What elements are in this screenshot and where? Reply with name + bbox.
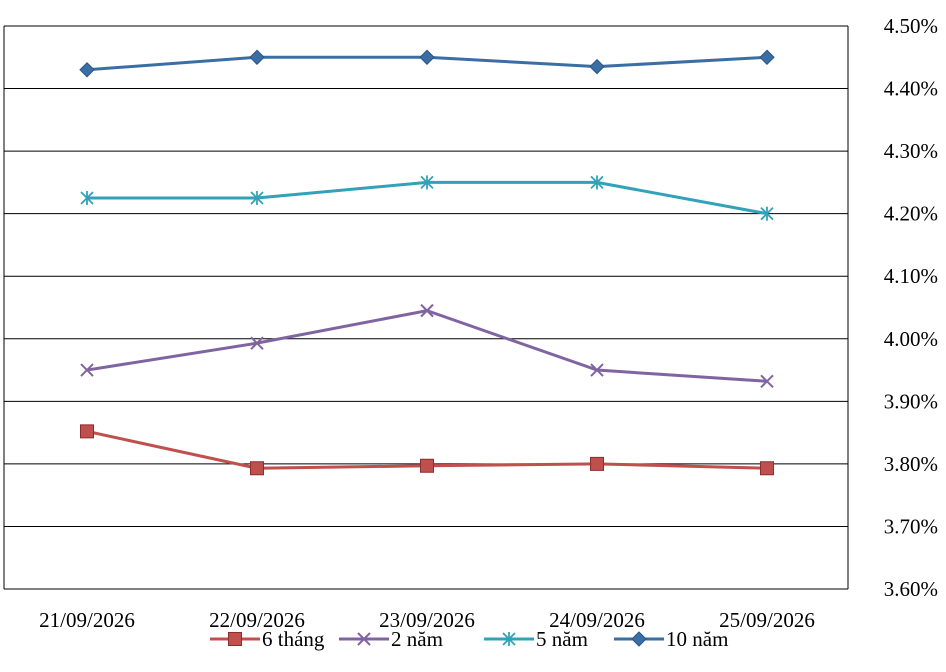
data-point [590, 175, 604, 190]
legend-item: 10 năm [614, 627, 728, 651]
data-point [250, 191, 264, 206]
series-0 [80, 424, 774, 476]
y-tick-label: 4.50% [884, 14, 938, 38]
data-point [590, 363, 604, 377]
legend-label: 2 năm [391, 627, 443, 651]
data-point [419, 49, 435, 65]
data-point [760, 374, 774, 389]
data-point [79, 62, 95, 78]
series-1 [80, 303, 774, 389]
data-point [249, 49, 265, 65]
legend: 6 tháng 2 năm 5 năm 10 năm [210, 627, 728, 651]
legend-marker [228, 632, 242, 646]
data-point [80, 424, 94, 439]
data-point [80, 363, 94, 377]
x-axis-tick-labels: 21/09/2026 22/09/2026 23/09/2026 24/09/2026… [39, 608, 815, 632]
y-tick-label: 4.20% [884, 202, 938, 226]
x-tick-label: 22/09/2026 [209, 608, 305, 632]
y-tick-label: 3.90% [884, 389, 938, 413]
y-tick-label: 4.30% [884, 139, 938, 163]
x-tick-label: 23/09/2026 [379, 608, 475, 632]
data-point [80, 191, 94, 206]
data-point [760, 206, 774, 221]
y-tick-label: 4.10% [884, 264, 938, 288]
data-point [589, 58, 605, 75]
data-point [250, 336, 264, 350]
data-point [420, 175, 434, 190]
legend-label: 5 năm [536, 627, 588, 651]
data-point [760, 461, 774, 476]
legend-marker [502, 632, 516, 646]
series-2 [80, 175, 774, 221]
x-tick-label: 24/09/2026 [549, 608, 645, 632]
data-point [250, 461, 264, 476]
x-tick-label: 21/09/2026 [39, 608, 135, 632]
legend-item: 5 năm [484, 627, 588, 651]
legend-item: 2 năm [339, 627, 443, 651]
series-3 [79, 49, 775, 78]
y-tick-label: 3.60% [884, 577, 938, 601]
y-axis-tick-labels: 3.60% 3.70% 3.80% 3.90% 4.00% 4.10% 4.20% 4.30%… [884, 14, 938, 601]
y-tick-label: 3.80% [884, 452, 938, 476]
legend-label: 10 năm [666, 627, 728, 651]
y-tick-label: 3.70% [884, 514, 938, 538]
y-tick-label: 4.40% [884, 77, 938, 101]
legend-marker [631, 631, 647, 647]
legend-marker [357, 632, 371, 646]
legend-item: 6 tháng [210, 627, 325, 651]
series-line [86, 309, 768, 383]
grid-lines [4, 25, 848, 590]
data-point [420, 458, 434, 473]
data-point [420, 303, 434, 318]
y-tick-label: 4.00% [884, 327, 938, 351]
data-point [590, 456, 604, 471]
series-layer [79, 49, 775, 476]
chart-axes [3, 26, 849, 589]
x-tick-label: 25/09/2026 [719, 608, 815, 632]
data-point [759, 49, 775, 65]
legend-label: 6 tháng [262, 627, 325, 651]
